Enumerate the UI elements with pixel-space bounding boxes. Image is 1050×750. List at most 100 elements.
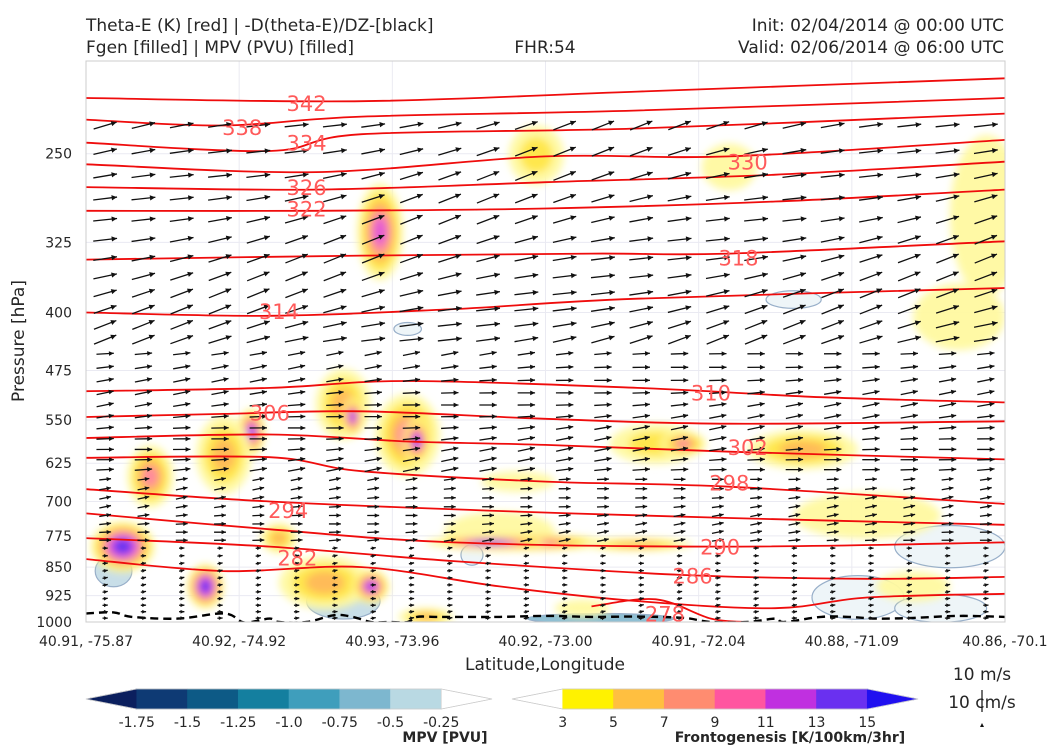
fgen-level-fill	[675, 439, 692, 448]
theta-e-label: 302	[728, 436, 768, 460]
wind-vector	[594, 456, 612, 462]
wind-vector	[750, 513, 763, 518]
wind-vector-head	[295, 561, 300, 566]
wind-vector	[906, 596, 912, 601]
wind-vector-head	[604, 477, 609, 482]
wind-vector	[935, 305, 960, 314]
wind-vector	[370, 616, 376, 621]
wind-vector-head	[948, 495, 954, 500]
wind-vector	[322, 122, 347, 128]
wind-vector	[93, 195, 118, 201]
wind-vector	[670, 467, 689, 472]
wind-vector-head	[455, 254, 462, 260]
wind-vector-head	[103, 576, 108, 580]
wind-vector-head	[302, 148, 309, 154]
wind-vector-head	[647, 273, 654, 279]
wind-vector-head	[910, 521, 916, 526]
wind-vector-head	[412, 537, 418, 543]
wind-vector-head	[218, 609, 223, 614]
wind-vector	[903, 495, 916, 500]
wind-vector	[711, 529, 724, 534]
wind-vector	[211, 414, 229, 419]
wind-vector-head	[684, 147, 691, 153]
wind-vector	[211, 436, 229, 442]
wind-vector-head	[451, 486, 456, 491]
wind-vector	[405, 537, 418, 543]
wind-vector-head	[874, 436, 880, 441]
wind-vector	[131, 288, 156, 298]
wind-vector-head	[874, 377, 880, 383]
wind-vector	[523, 596, 530, 601]
wind-vector-head	[455, 272, 462, 278]
wind-vector-head	[486, 561, 491, 566]
wind-vector-head	[262, 436, 268, 442]
wind-vector	[208, 304, 232, 315]
wind-vector-head	[376, 456, 382, 462]
wind-vector-head	[563, 590, 568, 594]
wind-vector	[287, 364, 306, 370]
y-tick-label: 550	[45, 413, 72, 429]
wind-vector	[290, 504, 303, 509]
theta-e-label: 298	[709, 472, 749, 496]
wind-vector-head	[876, 235, 883, 241]
wind-vector-head	[256, 561, 261, 566]
wind-vector-head	[106, 521, 112, 526]
wind-vector-head	[448, 576, 453, 580]
wind-vector	[476, 272, 500, 280]
wind-vector	[326, 402, 344, 408]
wind-vector-head	[680, 504, 686, 509]
wind-vector-head	[723, 120, 730, 126]
wind-vector-head	[914, 235, 921, 241]
wind-vector	[974, 271, 998, 282]
wind-vector-head	[221, 486, 226, 491]
fgen-level-fill	[414, 613, 438, 621]
wind-vector	[676, 576, 683, 580]
wind-vector-head	[570, 273, 577, 279]
wind-vector-head	[379, 336, 386, 342]
wind-vector-head	[642, 537, 648, 543]
wind-vector-head	[338, 390, 344, 395]
wind-vector-head	[301, 253, 308, 259]
wind-vector	[443, 504, 456, 509]
wind-vector	[287, 466, 306, 472]
wind-vector-head	[146, 377, 152, 382]
wind-vector-head	[987, 530, 992, 535]
wind-vector-head	[494, 289, 500, 296]
wind-vector-head	[415, 414, 421, 419]
wind-vector	[140, 596, 147, 601]
wind-vector	[175, 538, 188, 543]
wind-vector	[249, 436, 268, 442]
wind-vector	[897, 194, 922, 202]
wind-vector	[99, 538, 112, 543]
wind-vector-head	[834, 477, 839, 482]
wind-vector-head	[149, 272, 156, 278]
wind-vector-head	[874, 364, 880, 370]
wind-vector	[629, 255, 654, 261]
colorbar-swatch	[714, 688, 767, 710]
wind-vector-head	[527, 504, 533, 509]
wind-vector	[211, 466, 229, 472]
colorbar-swatch	[866, 688, 919, 710]
wind-vector-head	[531, 120, 538, 126]
wind-vector	[556, 446, 574, 452]
wind-vector-head	[180, 569, 185, 573]
wind-vector	[561, 561, 568, 566]
wind-vector-head	[529, 425, 535, 430]
wind-vector	[903, 521, 916, 526]
wind-vector-head	[340, 271, 347, 277]
wind-vector	[175, 530, 188, 535]
wind-vector-head	[991, 321, 998, 327]
wind-vector-head	[264, 335, 270, 341]
fgen-level-fill	[949, 135, 1005, 296]
y-tick-label: 850	[45, 560, 72, 576]
wind-vector	[974, 234, 998, 245]
wind-vector	[520, 486, 533, 491]
wind-vector	[208, 254, 232, 263]
wind-vector	[217, 609, 223, 614]
wind-vector-head	[223, 402, 229, 407]
wind-vector	[252, 476, 265, 482]
wind-vector	[829, 568, 836, 573]
wind-vector-head	[147, 467, 153, 472]
wind-vector-head	[984, 554, 989, 558]
wind-vector	[293, 596, 300, 601]
